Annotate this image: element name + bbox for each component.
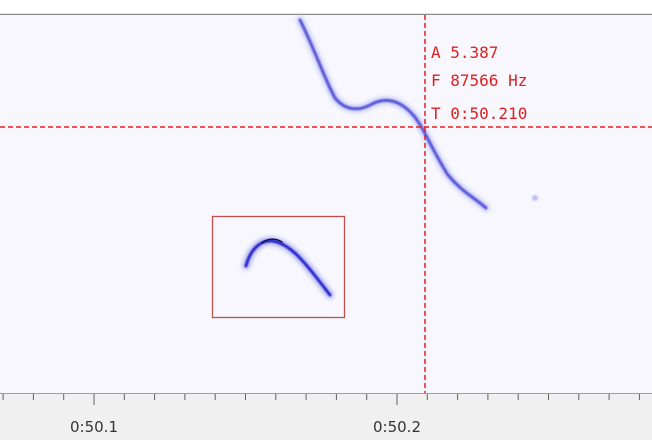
time-readout: T 0:50.210 (431, 104, 527, 123)
time-label: 0:50.1 (70, 418, 118, 436)
selection-box[interactable] (211, 215, 346, 319)
top-margin (0, 0, 652, 14)
time-axis (0, 393, 652, 440)
axis-ticks (2, 394, 640, 405)
time-label: 0:50.2 (373, 418, 421, 436)
call-traces (242, 16, 538, 299)
axis-labels: 0:50.1 0:50.2 (70, 418, 421, 436)
amplitude-readout: A 5.387 (431, 43, 498, 62)
cursor-readout: A 5.387 F 87566 Hz T 0:50.210 (431, 43, 527, 123)
frequency-readout: F 87566 Hz (431, 71, 527, 90)
noise (139, 20, 246, 390)
